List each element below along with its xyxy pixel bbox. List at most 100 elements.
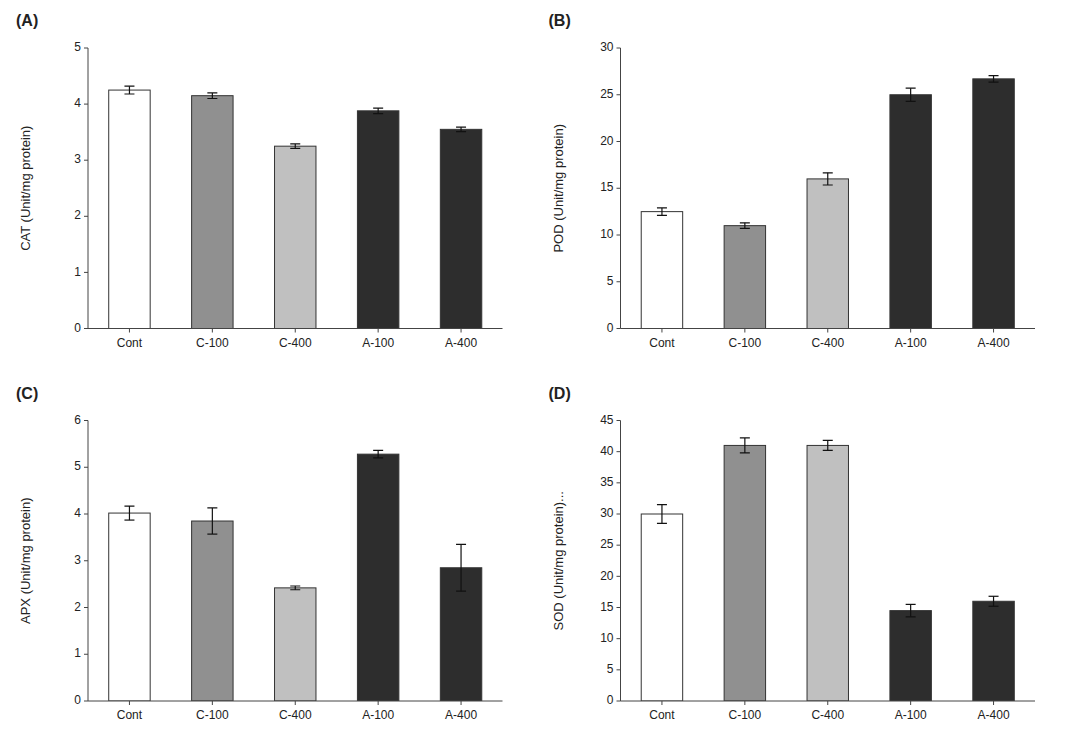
x-tick [993, 701, 994, 705]
x-tick-label: C-100 [729, 336, 762, 350]
bar [192, 521, 233, 701]
x-tick-label: C-400 [811, 708, 844, 722]
y-axis-label: SOD (Unit/mg protein)... [551, 491, 566, 630]
panel: (D)051015202530354045ContC-100C-400A-100… [549, 385, 1036, 723]
panel: (B)051015202530ContC-100C-400A-100A-400P… [549, 12, 1036, 350]
y-tick [84, 48, 88, 49]
error-bar [906, 88, 916, 101]
y-axis-label: CAT (Unit/mg protein) [18, 126, 33, 251]
error-bar [290, 144, 300, 148]
error-bar [456, 127, 466, 131]
bar [357, 454, 398, 701]
y-tick [617, 328, 621, 329]
x-tick [212, 701, 213, 705]
error-bar [823, 173, 833, 185]
error-bar [124, 86, 134, 94]
y-tick [84, 420, 88, 421]
y-tick [84, 160, 88, 161]
y-tick-label: 4 [74, 506, 81, 520]
x-tick-label: Cont [117, 708, 143, 722]
x-tick [827, 329, 828, 333]
y-tick [84, 514, 88, 515]
y-tick-label: 6 [74, 413, 81, 427]
x-tick [993, 329, 994, 333]
y-tick [617, 420, 621, 421]
marks [641, 438, 1014, 701]
y-tick-label: 5 [74, 40, 81, 54]
y-tick-label: 0 [74, 321, 81, 335]
bar [724, 445, 765, 701]
x-tick-label: Cont [649, 708, 675, 722]
error-bar [207, 508, 217, 534]
y-axis-label: POD (Unit/mg protein) [551, 124, 566, 253]
bar [275, 146, 316, 328]
y-tick [617, 701, 621, 702]
y-tick [84, 467, 88, 468]
bar [275, 588, 316, 701]
bar [109, 513, 150, 701]
y-tick [617, 48, 621, 49]
y-tick-label: 4 [74, 96, 81, 110]
y-tick-label: 45 [600, 413, 614, 427]
y-tick [617, 607, 621, 608]
y-tick [84, 607, 88, 608]
y-tick-label: 1 [74, 265, 81, 279]
marks [641, 76, 1014, 329]
title: (A) [16, 12, 38, 29]
x-tick-label: C-400 [811, 336, 844, 350]
error-bar [989, 596, 999, 606]
x-tick [129, 701, 130, 705]
marks [109, 450, 482, 701]
x-tick-label: C-400 [279, 336, 312, 350]
panel: (C)0123456ContC-100C-400A-100A-400APX (U… [16, 385, 503, 723]
y-axis-line [620, 421, 621, 702]
y-tick [617, 451, 621, 452]
x-tick [744, 701, 745, 705]
error-bar [373, 108, 383, 114]
y-tick [617, 514, 621, 515]
y-tick-label: 5 [607, 274, 614, 288]
y-tick-label: 0 [607, 693, 614, 707]
x-tick [129, 329, 130, 333]
y-tick-label: 2 [74, 208, 81, 222]
y-tick-label: 35 [600, 475, 614, 489]
y-tick [84, 560, 88, 561]
x-tick [295, 329, 296, 333]
bar [192, 96, 233, 329]
x-tick [378, 701, 379, 705]
error-bar [906, 604, 916, 616]
error-bar [207, 93, 217, 99]
y-tick-label: 15 [600, 180, 614, 194]
y-tick [617, 235, 621, 236]
error-bar [740, 438, 750, 453]
x-tick-label: A-100 [362, 708, 394, 722]
y-tick-label: 5 [74, 459, 81, 473]
y-tick [84, 216, 88, 217]
x-tick-label: A-400 [978, 708, 1010, 722]
y-tick [617, 545, 621, 546]
figure: (A)012345ContC-100C-400A-100A-400CAT (Un… [0, 0, 1065, 745]
y-tick [84, 104, 88, 105]
y-tick [617, 576, 621, 577]
x-tick-label: A-400 [978, 336, 1010, 350]
x-tick-label: C-100 [196, 336, 229, 350]
y-tick-label: 2 [74, 600, 81, 614]
x-tick [910, 701, 911, 705]
x-tick-label: Cont [649, 336, 675, 350]
y-tick-label: 25 [600, 537, 614, 551]
x-tick-label: A-400 [445, 336, 477, 350]
y-tick-label: 3 [74, 152, 81, 166]
marks [109, 86, 482, 328]
x-tick [461, 329, 462, 333]
y-tick [84, 272, 88, 273]
y-tick-label: 3 [74, 553, 81, 567]
x-tick-label: A-100 [362, 336, 394, 350]
y-tick-label: 30 [600, 40, 614, 54]
y-tick [617, 94, 621, 95]
x-tick [378, 329, 379, 333]
y-tick-label: 1 [74, 646, 81, 660]
y-tick-label: 25 [600, 87, 614, 101]
y-tick [617, 669, 621, 670]
bar [890, 611, 931, 701]
y-tick-label: 20 [600, 134, 614, 148]
